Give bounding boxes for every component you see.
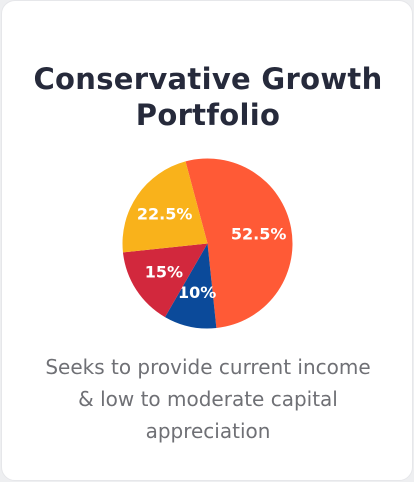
card-title: Conservative Growth Portfolio — [2, 61, 414, 133]
pie-label-52-5pct: 52.5% — [231, 225, 287, 244]
pie-slice-10pct — [165, 243, 217, 329]
pie-label-15pct: 15% — [145, 262, 183, 281]
description-line-3: appreciation — [145, 419, 271, 443]
description-line-2: & low to moderate capital — [78, 387, 338, 411]
pie-slice-22-5pct — [122, 161, 208, 253]
card-title-line-1: Conservative Growth — [33, 62, 383, 96]
card-description: Seeks to provide current income & low to… — [22, 351, 394, 447]
pie-label-22-5pct: 22.5% — [137, 205, 193, 224]
card-title-line-2: Portfolio — [135, 98, 281, 132]
pie-slice-15pct — [122, 243, 208, 318]
allocation-pie-chart: 52.5% 10% 15% 22.5% — [120, 156, 295, 331]
pie-svg: 52.5% 10% 15% 22.5% — [122, 158, 293, 329]
pie-slice-52-5pct — [185, 158, 293, 329]
pie-label-10pct: 10% — [178, 283, 216, 302]
description-line-1: Seeks to provide current income — [45, 355, 371, 379]
